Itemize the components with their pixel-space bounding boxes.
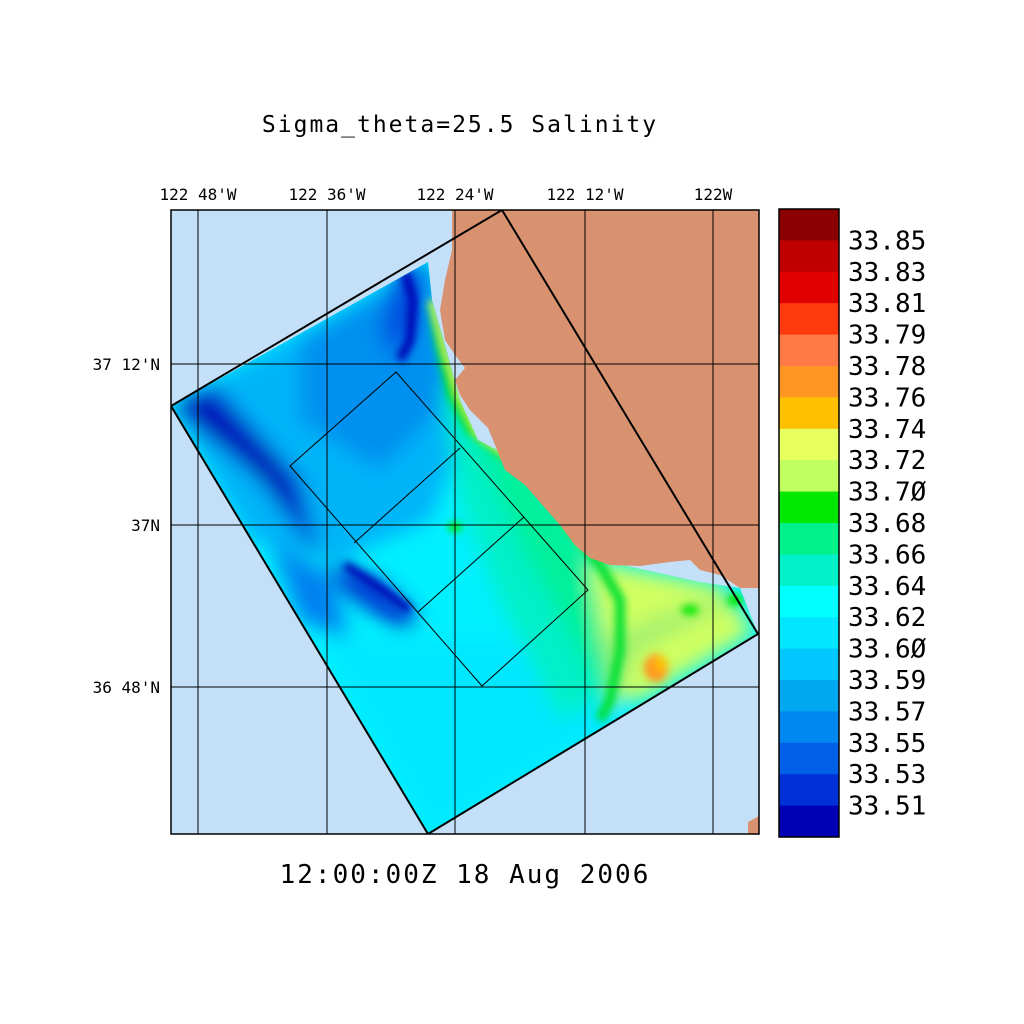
- colorbar-swatch: [779, 742, 839, 775]
- colorbar-swatch: [779, 271, 839, 304]
- colorbar-label: 33.62: [848, 603, 926, 633]
- y-tick-label: 37N: [131, 516, 160, 535]
- colorbar-label: 33.51: [848, 792, 926, 822]
- colorbar-swatch: [779, 491, 839, 524]
- colorbar-swatch: [779, 240, 839, 273]
- land-small-point: [748, 816, 759, 834]
- colorbar-swatch: [779, 648, 839, 681]
- colorbar-label: 33.78: [848, 352, 926, 382]
- colorbar-swatch: [779, 303, 839, 336]
- colorbar-label: 33.79: [848, 321, 926, 351]
- colorbar-label: 33.6Ø: [848, 635, 927, 665]
- y-axis-labels: 37 12'N 37N 36 48'N: [93, 355, 160, 697]
- plot-frame: [170, 209, 760, 835]
- colorbar-frame: [778, 208, 840, 838]
- colorbar-label: 33.74: [848, 415, 926, 445]
- map-title: Sigma_theta=25.5 Salinity: [262, 112, 658, 138]
- graticule: [171, 210, 759, 834]
- colorbar-label: 33.55: [848, 729, 926, 759]
- colorbar-label: 33.85: [848, 226, 926, 256]
- y-tick-label: 36 48'N: [93, 678, 160, 697]
- x-tick-label: 122W: [694, 185, 733, 204]
- colorbar-swatch: [779, 209, 839, 241]
- colorbar-swatch: [779, 617, 839, 650]
- colorbar-label: 33.81: [848, 289, 926, 319]
- map-plot-area: [171, 210, 759, 834]
- y-tick-label: 37 12'N: [93, 355, 160, 374]
- colorbar-swatch: [779, 334, 839, 367]
- colorbar-swatch: [779, 523, 839, 555]
- x-tick-label: 122 48'W: [159, 185, 236, 204]
- colorbar-swatch: [779, 366, 839, 398]
- colorbar-label: 33.68: [848, 509, 926, 539]
- colorbar-swatch: [779, 428, 839, 461]
- colorbar-label: 33.76: [848, 383, 926, 413]
- sampling-box-grid: [289, 371, 589, 687]
- land-california-coast: [440, 210, 759, 588]
- colorbar-swatch: [779, 460, 839, 493]
- colorbar-label: 33.57: [848, 697, 926, 727]
- colorbar-label: 33.59: [848, 666, 926, 696]
- colorbar: 33.8533.8333.8133.7933.7833.7633.7433.72…: [778, 208, 927, 838]
- time-label: 12:00:00Z 18 Aug 2006: [280, 860, 651, 890]
- colorbar-swatch: [779, 711, 839, 744]
- colorbar-label: 33.66: [848, 540, 926, 570]
- colorbar-swatch: [779, 805, 839, 838]
- colorbar-label: 33.64: [848, 572, 926, 602]
- colorbar-swatch: [779, 774, 839, 807]
- colorbar-label: 33.72: [848, 446, 926, 476]
- x-tick-label: 122 36'W: [288, 185, 365, 204]
- x-tick-label: 122 12'W: [546, 185, 623, 204]
- colorbar-swatch: [779, 397, 839, 430]
- colorbar-swatch: [779, 585, 839, 618]
- model-domain-outline: [171, 210, 759, 834]
- colorbar-label: 33.53: [848, 760, 926, 790]
- x-tick-label: 122 24'W: [416, 185, 493, 204]
- x-axis-labels: 122 48'W 122 36'W 122 24'W 122 12'W 122W: [159, 185, 732, 204]
- colorbar-swatch: [779, 680, 839, 712]
- colorbar-label: 33.7Ø: [848, 478, 927, 508]
- colorbar-label: 33.83: [848, 258, 926, 288]
- colorbar-swatch: [779, 554, 839, 587]
